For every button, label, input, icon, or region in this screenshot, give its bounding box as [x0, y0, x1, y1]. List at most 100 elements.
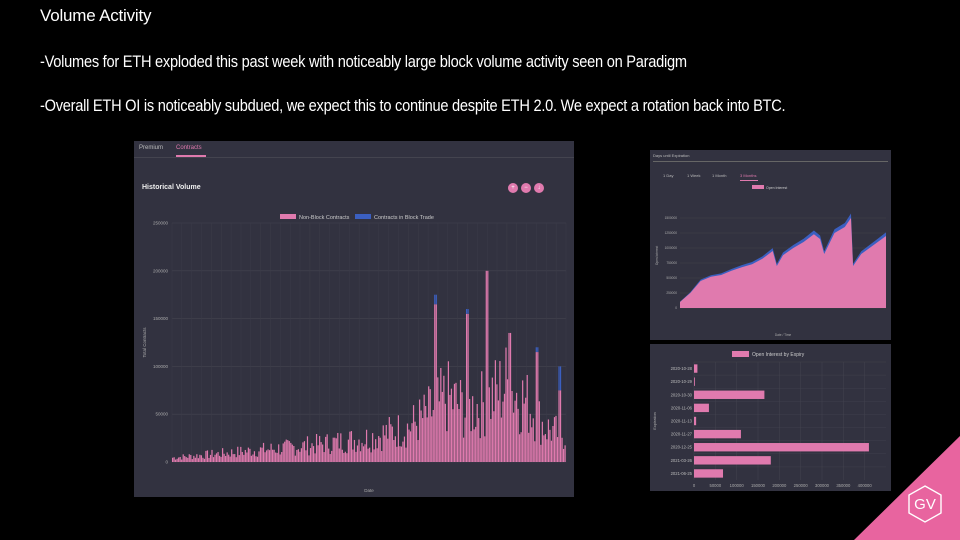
- bar-non-block: [553, 417, 556, 462]
- bar-non-block: [547, 419, 550, 462]
- bar-non-block: [234, 454, 236, 462]
- bar-non-block: [497, 400, 500, 462]
- bar-non-block: [522, 380, 524, 462]
- bar-non-block: [561, 437, 563, 462]
- bar-non-block: [344, 451, 346, 462]
- bar-oi-expiry: [694, 416, 697, 426]
- bar-non-block: [443, 375, 445, 462]
- bar-non-block: [535, 352, 537, 462]
- bar-non-block: [249, 448, 251, 462]
- tab-premium[interactable]: Premium: [139, 145, 164, 151]
- bar-oi-expiry: [694, 390, 765, 399]
- bar-block: [558, 366, 560, 391]
- slide-title: Volume Activity: [40, 6, 152, 25]
- tab-3-months[interactable]: 3 Months: [740, 173, 757, 178]
- bar-non-block: [467, 313, 469, 462]
- bar-non-block: [328, 448, 330, 462]
- bar-non-block: [197, 458, 199, 462]
- bar-non-block: [206, 450, 209, 462]
- bar-non-block: [250, 455, 253, 462]
- bar-non-block: [562, 448, 565, 462]
- bar-non-block: [550, 440, 553, 462]
- zoom-in-icon[interactable]: +: [508, 183, 518, 193]
- bar-non-block: [229, 456, 231, 462]
- download-icon[interactable]: ↓: [534, 183, 544, 193]
- bar-non-block: [259, 447, 262, 462]
- bar-non-block: [428, 386, 430, 462]
- x-tick-label: 150000: [751, 483, 766, 488]
- bar-non-block: [411, 423, 413, 462]
- bar-non-block: [406, 423, 409, 462]
- bar-non-block: [496, 384, 498, 462]
- bar-block: [435, 294, 437, 305]
- bar-non-block: [459, 380, 462, 462]
- bar-non-block: [425, 406, 427, 462]
- bar-non-block: [315, 434, 318, 462]
- bar-non-block: [438, 401, 440, 462]
- bar-block: [537, 347, 539, 353]
- y-axis-label: Total Contracts: [142, 327, 147, 358]
- bar-non-block: [203, 458, 206, 462]
- legend-label-non-block: Non-Block Contracts: [299, 215, 350, 221]
- x-tick-label: 300000: [815, 483, 830, 488]
- bar-non-block: [322, 444, 324, 462]
- bar-non-block: [434, 304, 436, 462]
- bar-non-block: [264, 452, 266, 462]
- legend-label-block: Contracts in Block Trade: [374, 215, 434, 221]
- bar-oi-expiry: [694, 456, 771, 465]
- bar-non-block: [447, 361, 450, 462]
- bar-non-block: [487, 270, 489, 462]
- bar-non-block: [499, 361, 501, 462]
- bar-oi-expiry: [694, 429, 741, 439]
- tab-1-month[interactable]: 1 Month: [712, 173, 727, 178]
- bar-non-block: [346, 453, 348, 462]
- bar-non-block: [241, 451, 243, 462]
- bar-non-block: [412, 405, 415, 462]
- bar-oi-expiry: [694, 469, 724, 478]
- bar-non-block: [214, 454, 216, 462]
- bar-non-block: [364, 444, 366, 462]
- bar-non-block: [475, 426, 477, 462]
- bar-non-block: [397, 415, 400, 462]
- bullet-volumes: -Volumes for ETH exploded this past week…: [40, 52, 687, 71]
- y-tick-label: 2020-10-29: [671, 379, 693, 384]
- tab-1-week[interactable]: 1 Week: [687, 173, 701, 178]
- bar-non-block: [370, 452, 372, 462]
- bar-non-block: [262, 442, 265, 462]
- bar-non-block: [469, 398, 471, 462]
- zoom-out-icon[interactable]: −: [521, 183, 531, 193]
- bar-non-block: [441, 391, 443, 462]
- bar-non-block: [390, 424, 392, 462]
- bar-non-block: [273, 449, 275, 462]
- bar-non-block: [564, 445, 566, 462]
- bar-non-block: [199, 454, 201, 462]
- bar-non-block: [231, 449, 233, 462]
- bar-non-block: [217, 451, 219, 462]
- bar-non-block: [196, 454, 198, 462]
- bar-non-block: [291, 444, 293, 462]
- bar-non-block: [188, 454, 190, 462]
- bar-non-block: [549, 429, 551, 462]
- bar-non-block: [376, 448, 378, 462]
- bar-non-block: [279, 454, 281, 462]
- bar-non-block: [519, 434, 521, 462]
- bar-non-block: [388, 417, 390, 462]
- tab-contracts[interactable]: Contracts: [176, 145, 202, 151]
- bar-non-block: [453, 383, 456, 462]
- bar-non-block: [261, 447, 263, 462]
- bar-non-block: [409, 431, 412, 462]
- tab-1-day[interactable]: 1 Day: [663, 173, 674, 178]
- bar-non-block: [511, 391, 513, 462]
- bar-non-block: [218, 455, 221, 462]
- bar-non-block: [481, 371, 483, 462]
- bar-non-block: [362, 446, 365, 462]
- x-tick-label: 0: [693, 483, 696, 488]
- bar-non-block: [305, 450, 307, 462]
- bar-non-block: [181, 459, 183, 462]
- bar-non-block: [432, 409, 434, 462]
- bar-block: [559, 366, 562, 391]
- panel-tabs: Premium Contracts: [134, 141, 574, 158]
- bar-non-block: [194, 457, 196, 462]
- y-tick-label: 250000: [153, 221, 169, 226]
- bar-non-block: [502, 401, 504, 462]
